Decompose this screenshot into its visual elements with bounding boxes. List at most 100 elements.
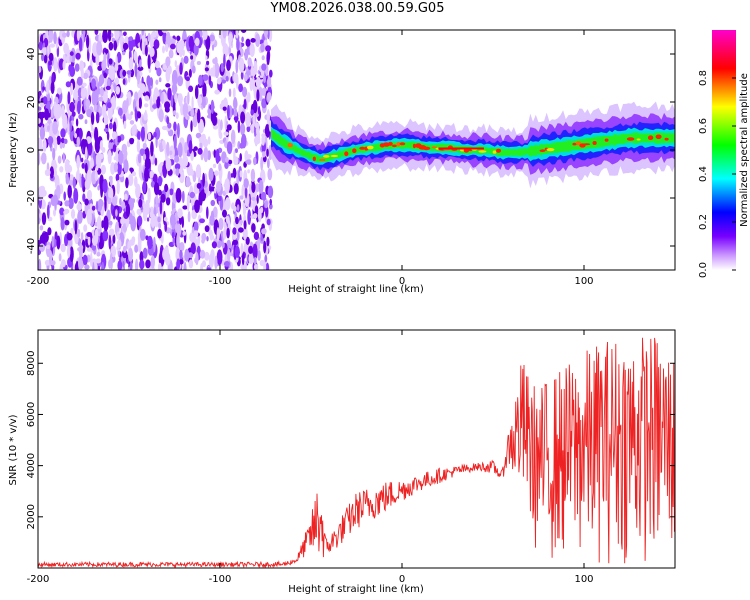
snr-ytick-label: 8000 (26, 351, 37, 376)
noise-blob (52, 194, 58, 206)
noise-blob (244, 186, 248, 199)
noise-blob (39, 111, 46, 119)
noise-blob (186, 195, 190, 212)
noise-blob (231, 202, 235, 210)
noise-blob (248, 245, 254, 255)
ridge-peak (626, 137, 635, 141)
noise-blob (74, 63, 80, 72)
noise-blob (50, 95, 53, 108)
noise-blob (138, 163, 143, 179)
noise-blob (228, 37, 233, 42)
noise-blob (252, 67, 256, 77)
noise-blob (246, 92, 251, 103)
noise-blob (170, 94, 174, 108)
noise-blob (129, 138, 135, 145)
noise-blob (167, 87, 172, 102)
noise-blob (194, 199, 200, 213)
noise-blob (191, 200, 195, 207)
noise-blob (242, 86, 248, 98)
noise-blob (60, 243, 66, 253)
noise-blob (226, 227, 230, 239)
noise-blob (67, 184, 72, 199)
noise-blob (77, 210, 83, 224)
noise-blob (263, 74, 266, 84)
noise-blob (261, 98, 267, 109)
noise-blob (82, 254, 88, 266)
noise-blob (226, 59, 231, 71)
noise-blob (213, 187, 217, 194)
noise-blob (70, 209, 76, 219)
ridge-peak (572, 142, 577, 146)
ridge-peak (344, 151, 349, 157)
noise-blob (214, 255, 218, 270)
noise-blob (66, 232, 73, 241)
noise-blob (234, 245, 240, 258)
noise-blob (99, 86, 104, 97)
ridge-peak (396, 141, 401, 147)
noise-blob (65, 81, 72, 88)
noise-blob (220, 119, 223, 131)
noise-blob (225, 75, 229, 82)
heatmap-xlabel: Height of straight line (km) (288, 284, 424, 295)
noise-blob (166, 116, 170, 125)
noise-blob (176, 123, 180, 139)
noise-blob (266, 148, 269, 157)
noise-blob (86, 34, 90, 49)
colorbar-tick-label: 0.2 (698, 214, 709, 230)
noise-blob (60, 128, 66, 138)
noise-blob (56, 235, 61, 250)
noise-blob (176, 41, 182, 54)
noise-blob (232, 167, 237, 179)
noise-blob (53, 57, 58, 72)
noise-blob (251, 196, 256, 201)
colorbar-tick-label: 0.6 (698, 118, 709, 134)
noise-blob (110, 83, 114, 94)
noise-blob (215, 148, 220, 164)
noise-blob (164, 252, 171, 266)
noise-blob (225, 156, 229, 163)
noise-blob (193, 146, 198, 151)
noise-blob (90, 157, 94, 169)
noise-blob (131, 198, 136, 204)
noise-blob (125, 177, 129, 189)
noise-blob (142, 179, 147, 194)
snr-ticks: -200 -100 0 100 2000 4000 6000 8000 (26, 330, 675, 585)
noise-blob (138, 97, 142, 109)
noise-blob (159, 199, 163, 215)
noise-blob (111, 131, 117, 140)
noise-blob (115, 55, 118, 69)
ridge-peak (478, 150, 487, 153)
ridge-peak (312, 156, 316, 162)
noise-blob (179, 249, 183, 260)
noise-blob (69, 51, 74, 56)
noise-blob (146, 75, 151, 87)
noise-blob (179, 242, 185, 252)
noise-blob (202, 82, 207, 98)
noise-blob (38, 66, 42, 73)
noise-blob (232, 87, 236, 99)
noise-blob (155, 79, 159, 85)
noise-blob (183, 55, 189, 64)
noise-blob (98, 79, 103, 87)
heatmap-xtick-label: -200 (27, 276, 50, 287)
noise-blob (63, 210, 68, 215)
noise-blob (214, 62, 220, 79)
noise-blob (204, 251, 210, 261)
noise-blob (160, 193, 166, 203)
noise-blob (97, 185, 101, 191)
noise-blob (144, 95, 150, 102)
noise-blob (255, 33, 261, 47)
noise-blob (261, 134, 266, 146)
noise-blob (64, 219, 70, 226)
noise-blob (65, 175, 70, 185)
noise-blob (108, 228, 115, 237)
noise-blob (113, 83, 117, 92)
noise-blob (120, 218, 124, 225)
noise-blob (107, 30, 112, 42)
noise-blob (240, 123, 246, 136)
noise-blob (263, 30, 269, 38)
noise-blob (39, 126, 46, 140)
noise-blob (44, 108, 50, 121)
noise-blob (134, 176, 138, 188)
noise-blob (60, 217, 65, 231)
